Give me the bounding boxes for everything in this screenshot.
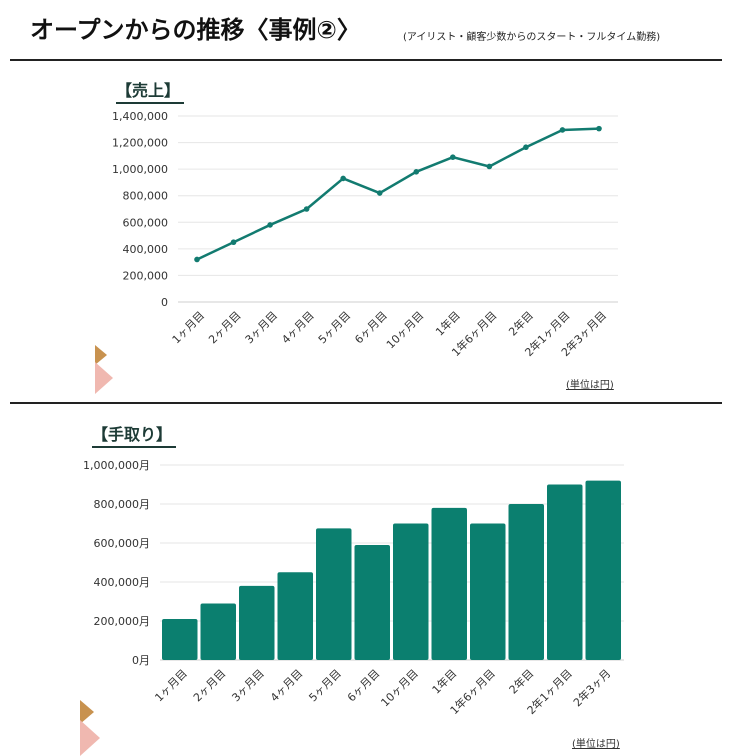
page-subtitle: (アイリスト・顧客少数からのスタート・フルタイム勤務)	[403, 32, 661, 43]
bar	[354, 544, 390, 660]
bar	[200, 603, 236, 660]
takehome-unit-note: (単位は円)	[572, 739, 620, 750]
y-tick-label: 200,000	[123, 269, 169, 282]
bar	[508, 504, 544, 660]
x-tick-label: 1年目	[433, 308, 463, 338]
y-tick-label: 600,000	[123, 216, 169, 229]
data-point	[303, 206, 310, 212]
x-tick-label: 10ヶ月目	[384, 309, 426, 351]
x-tick-label: 6ヶ月目	[345, 667, 382, 704]
sales-unit-note: (単位は円)	[566, 380, 614, 391]
x-tick-label: 1年目	[429, 666, 459, 696]
x-tick-label: 3ヶ月目	[243, 309, 280, 346]
y-tick-label: 1,000,000月	[83, 459, 150, 472]
decorative-shape	[95, 362, 113, 394]
y-tick-label: 400,000	[123, 243, 169, 256]
data-point	[486, 163, 493, 170]
y-tick-label: 0月	[132, 654, 150, 667]
bar	[470, 523, 506, 660]
divider	[10, 59, 722, 61]
bar	[431, 507, 467, 660]
y-tick-label: 400,000月	[94, 576, 151, 589]
data-point	[267, 222, 273, 228]
bar	[393, 523, 429, 660]
y-tick-label: 200,000月	[94, 615, 151, 628]
bar	[239, 585, 275, 660]
data-point	[596, 125, 602, 132]
x-tick-label: 2年目	[506, 308, 536, 338]
bar	[316, 528, 352, 660]
data-point	[450, 154, 456, 160]
data-point	[340, 175, 346, 182]
data-point	[194, 256, 200, 263]
x-tick-label: 1ヶ月目	[170, 309, 207, 346]
bar	[585, 480, 621, 660]
decorative-shape	[95, 345, 107, 365]
y-tick-label: 800,000	[123, 190, 169, 203]
data-point	[376, 190, 383, 196]
x-tick-label: 10ヶ月目	[378, 667, 420, 709]
x-tick-label: 2年目	[506, 666, 536, 696]
sales-chart-title: 【売上】	[116, 77, 185, 104]
x-tick-label: 4ヶ月目	[279, 309, 316, 346]
sales-line	[196, 127, 600, 261]
decorative-shape	[80, 720, 100, 756]
data-point	[523, 144, 529, 151]
y-tick-label: 1,200,000	[112, 137, 168, 150]
x-tick-label: 1ヶ月目	[152, 667, 189, 704]
x-tick-label: 3ヶ月目	[229, 667, 266, 704]
data-point	[559, 127, 566, 133]
decorative-shape	[80, 700, 94, 724]
y-tick-label: 1,400,000	[112, 110, 168, 123]
y-tick-label: 0	[161, 296, 168, 309]
data-point	[413, 169, 420, 175]
data-point	[230, 239, 237, 246]
x-tick-label: 5ヶ月目	[306, 667, 343, 704]
takehome-chart-title: 【手取り】	[92, 421, 177, 448]
bar	[547, 484, 583, 660]
bar	[277, 572, 313, 660]
y-tick-label: 600,000月	[94, 537, 151, 550]
divider	[10, 402, 722, 404]
x-tick-label: 2ヶ月目	[206, 309, 243, 346]
x-tick-label: 5ヶ月目	[316, 309, 353, 346]
bar	[162, 619, 198, 660]
x-tick-label: 2ヶ月目	[191, 667, 228, 704]
x-tick-label: 2年3ヶ月	[570, 666, 613, 709]
y-tick-label: 800,000月	[94, 498, 151, 511]
x-tick-label: 4ヶ月目	[268, 667, 305, 704]
page-title: オープンからの推移〈事例②〉	[30, 16, 361, 44]
y-tick-label: 1,000,000	[112, 163, 168, 176]
